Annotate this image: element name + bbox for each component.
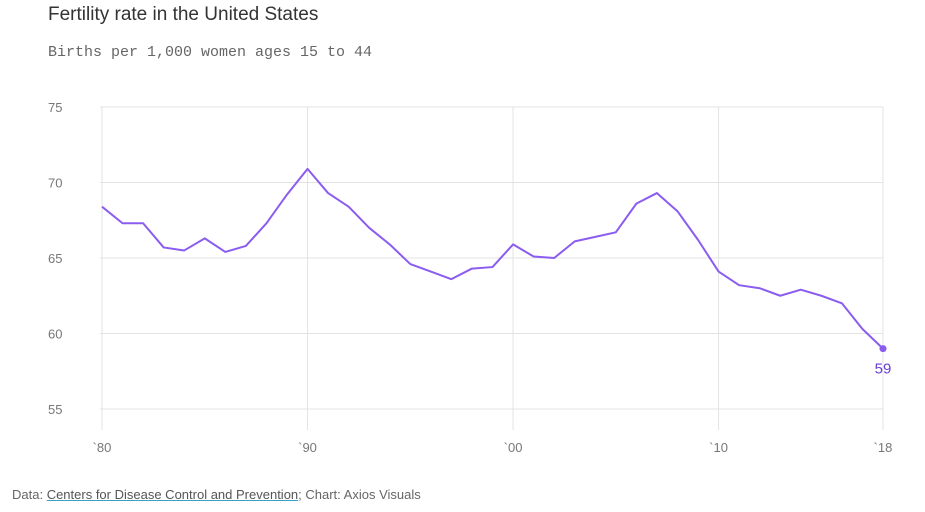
chart-subtitle: Births per 1,000 women ages 15 to 44 bbox=[48, 44, 373, 61]
chart-title: Fertility rate in the United States bbox=[48, 4, 319, 25]
x-tick-label: `10 bbox=[709, 440, 728, 455]
end-value-label: 59 bbox=[875, 361, 892, 378]
x-tick-label: `80 bbox=[93, 440, 112, 455]
end-point-marker bbox=[879, 345, 887, 353]
x-tick-label: `18 bbox=[874, 440, 893, 455]
series-line bbox=[101, 167, 884, 350]
x-tick-label: `00 bbox=[504, 440, 523, 455]
y-tick-label: 70 bbox=[48, 176, 62, 191]
footer-data-prefix: Data: bbox=[12, 487, 47, 502]
y-tick-label: 65 bbox=[48, 251, 62, 266]
line-chart: 55 60 65 70 75 `80 `90 `00 `10 `18 59 bbox=[48, 100, 893, 455]
footer-suffix: ; Chart: Axios Visuals bbox=[298, 487, 421, 502]
y-tick-label: 55 bbox=[48, 402, 62, 417]
x-tick-label: `90 bbox=[298, 440, 317, 455]
y-tick-label: 60 bbox=[48, 327, 62, 342]
source-link[interactable]: Centers for Disease Control and Preventi… bbox=[46, 487, 299, 502]
y-tick-label: 75 bbox=[48, 100, 62, 115]
chart-footer: Data: Centers for Disease Control and Pr… bbox=[12, 487, 421, 502]
